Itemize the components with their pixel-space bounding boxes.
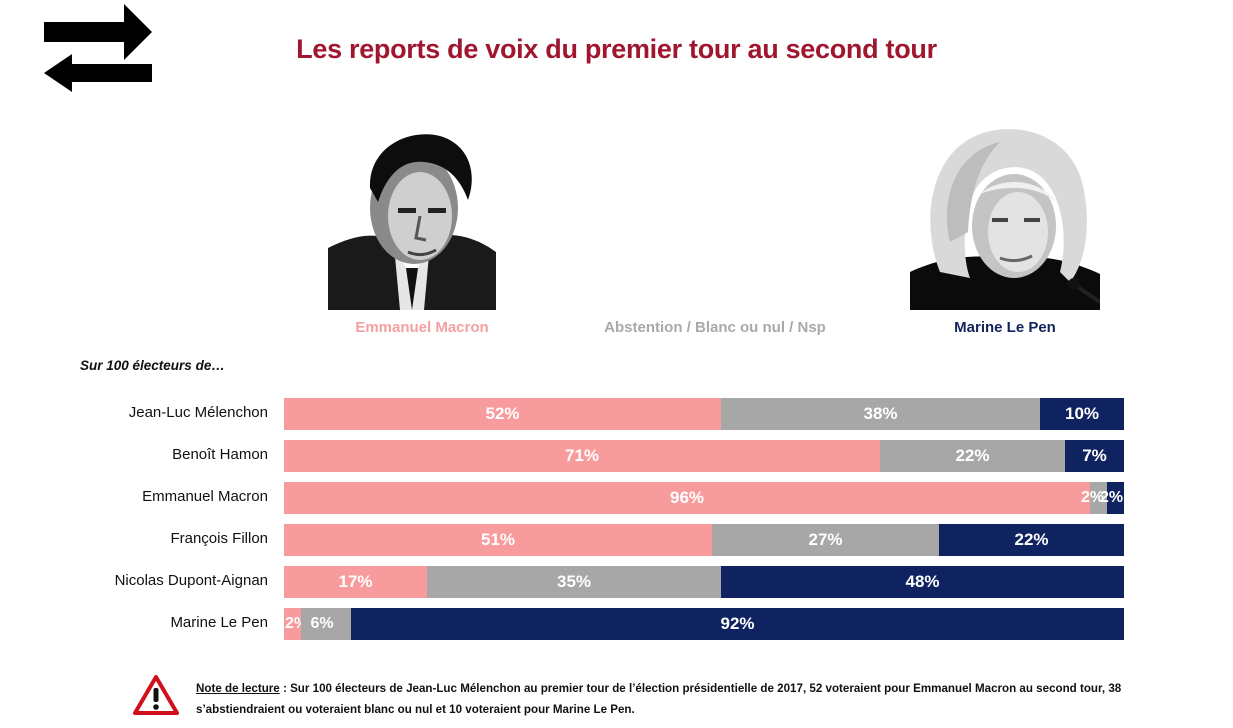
lepen-portrait	[910, 122, 1100, 310]
data-label: 92%	[720, 614, 755, 633]
reading-note-text: : Sur 100 électeurs de Jean-Luc Mélencho…	[196, 682, 1122, 716]
bar-segment-lepen: 92%	[351, 608, 1124, 640]
category-label: François Fillon	[170, 530, 268, 547]
data-label: 27%	[808, 530, 843, 549]
legend-abstention: Abstention / Blanc ou nul / Nsp	[604, 319, 826, 336]
bar-segment-macron: 2%	[284, 608, 308, 640]
bar-segment-lepen: 48%	[721, 566, 1124, 598]
data-label: 7%	[1082, 446, 1107, 465]
reading-note-heading: Note de lecture	[196, 682, 280, 695]
data-label: 96%	[669, 488, 705, 507]
category-label: Nicolas Dupont-Aignan	[114, 572, 268, 589]
data-label: 35%	[556, 572, 592, 591]
chart-subtitle: Sur 100 électeurs de…	[80, 358, 225, 373]
chart-title: Les reports de voix du premier tour au s…	[296, 34, 937, 64]
category-label: Emmanuel Macron	[142, 488, 268, 505]
bar-segment-lepen: 2%	[1100, 482, 1124, 514]
data-label: 52%	[485, 404, 520, 423]
swap-arrows-icon	[44, 4, 152, 92]
data-label: 22%	[1014, 530, 1049, 549]
warning-icon	[133, 675, 179, 715]
legend-macron: Emmanuel Macron	[355, 319, 489, 336]
macron-portrait	[328, 128, 496, 310]
data-label: 38%	[863, 404, 898, 423]
bar-segment-lepen: 22%	[939, 524, 1124, 556]
category-label: Jean-Luc Mélenchon	[128, 404, 268, 421]
data-label: 6%	[310, 615, 334, 632]
data-label: 51%	[480, 530, 516, 549]
bar-segment-macron: 71%	[284, 440, 880, 472]
bar-segment-macron: 51%	[284, 524, 712, 556]
legend-lepen: Marine Le Pen	[954, 319, 1056, 336]
category-label: Benoît Hamon	[172, 446, 268, 463]
data-label: 2%	[1080, 489, 1105, 506]
data-label: 17%	[338, 572, 373, 591]
bar-segment-lepen: 10%	[1040, 398, 1124, 430]
bar-segment-macron: 52%	[284, 398, 721, 430]
reading-note: Note de lecture : Sur 100 électeurs de J…	[196, 678, 1186, 720]
bar-segment-macron: 96%	[284, 482, 1090, 514]
bar-segment-abstention: 35%	[427, 566, 721, 598]
data-label: 2%	[1099, 489, 1124, 506]
bar-segment-macron: 17%	[284, 566, 427, 598]
bar-segment-abstention: 2%	[1081, 482, 1107, 514]
bar-segment-abstention: 27%	[712, 524, 939, 556]
data-label: 10%	[1064, 404, 1100, 423]
bar-segment-abstention: 38%	[721, 398, 1040, 430]
bar-segment-abstention: 22%	[880, 440, 1065, 472]
bar-segment-lepen: 7%	[1065, 440, 1124, 472]
data-label: 71%	[564, 446, 600, 465]
data-label: 48%	[905, 572, 940, 591]
category-label: Marine Le Pen	[170, 614, 268, 631]
data-label: 22%	[955, 446, 990, 465]
bar-segment-abstention: 6%	[301, 608, 351, 640]
